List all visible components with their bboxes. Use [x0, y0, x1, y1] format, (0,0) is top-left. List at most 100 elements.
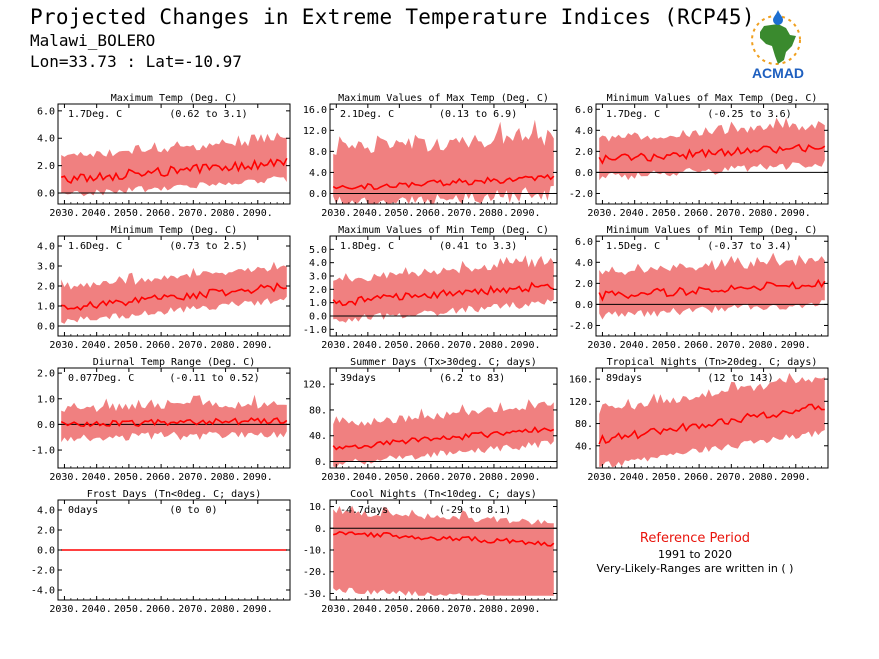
- median-line: [61, 282, 287, 311]
- x-tick-label: 2080.: [479, 208, 509, 219]
- location-name: Malawi_BOLERO: [30, 31, 156, 50]
- y-tick-label: 2.0: [37, 526, 55, 537]
- x-tick-label: 2060.: [684, 472, 714, 483]
- x-tick-label: 2080.: [479, 604, 509, 615]
- y-tick-label: 6.0: [575, 237, 593, 248]
- range-label: (-0.37 to 3.4): [707, 241, 791, 252]
- x-tick-label: 2080.: [749, 208, 779, 219]
- x-tick-label: 2090.: [510, 208, 540, 219]
- median-line: [598, 143, 826, 165]
- x-tick-label: 2040.: [82, 604, 112, 615]
- value-label: 0days: [68, 505, 98, 516]
- chart-title: Maximum Temp (Deg. C): [111, 93, 237, 104]
- africa-icon: [760, 24, 796, 64]
- y-tick-label: 1.0: [309, 298, 327, 309]
- x-tick-label: 2030.: [587, 472, 617, 483]
- value-label: 89days: [606, 373, 642, 384]
- chart-title: Diurnal Temp Range (Deg. C): [93, 357, 256, 368]
- y-tick-label: 4.0: [37, 242, 55, 253]
- value-label: 0.077Deg. C: [68, 373, 134, 384]
- range-band: [599, 252, 825, 320]
- x-tick-label: 2060.: [416, 340, 446, 351]
- x-tick-label: 2050.: [652, 208, 682, 219]
- x-tick-label: 2090.: [781, 340, 811, 351]
- y-tick-label: 6.0: [575, 105, 593, 116]
- x-tick-label: 2030.: [587, 340, 617, 351]
- x-tick-label: 2030.: [49, 340, 79, 351]
- x-tick-label: 2070.: [447, 604, 477, 615]
- x-tick-label: 2040.: [353, 472, 383, 483]
- chart-max-values-min-temp: 2030. 2040. 2050. 2060. 2070. 2080. 2090. -1.0 0…: [303, 225, 558, 351]
- y-tick-label: 0.0: [37, 420, 55, 431]
- y-tick-label: 4.0: [37, 506, 55, 517]
- range-label: (0.13 to 6.9): [439, 109, 517, 120]
- reference-title: Reference Period: [639, 531, 751, 546]
- x-tick-label: 2050.: [652, 340, 682, 351]
- y-tick-label: 0.0: [575, 300, 593, 311]
- x-tick-label: 2060.: [416, 604, 446, 615]
- y-tick-label: 8.0: [309, 147, 327, 158]
- range-label: (-0.25 to 3.6): [707, 109, 791, 120]
- x-tick-label: 2080.: [211, 208, 241, 219]
- x-tick-label: 2030.: [321, 604, 351, 615]
- y-tick-label: 4.0: [575, 126, 593, 137]
- x-tick-label: 2060.: [684, 340, 714, 351]
- x-tick-label: 2070.: [178, 340, 208, 351]
- y-tick-label: -2.0: [569, 189, 593, 200]
- y-tick-label: 2.0: [37, 282, 55, 293]
- y-tick-label: -2.0: [569, 321, 593, 332]
- chart-tropical-nights: 2030. 2040. 2050. 2060. 2070. 2080. 2090. 40. 80…: [569, 357, 829, 483]
- y-tick-label: -20.: [303, 567, 327, 578]
- range-band: [61, 394, 287, 443]
- x-tick-label: 2050.: [652, 472, 682, 483]
- y-tick-label: 12.0: [303, 126, 327, 137]
- y-tick-label: 2.0: [575, 147, 593, 158]
- chart-title: Summer Days (Tx>30deg. C; days): [350, 357, 537, 368]
- range-band: [61, 261, 287, 324]
- x-tick-label: 2070.: [178, 604, 208, 615]
- chart-minimum-temp: 2030. 2040. 2050. 2060. 2070. 2080. 2090. 0.0 1.…: [37, 225, 291, 351]
- x-tick-label: 2030.: [321, 472, 351, 483]
- x-tick-label: 2090.: [510, 472, 540, 483]
- x-tick-label: 2060.: [416, 472, 446, 483]
- median-line: [60, 417, 288, 428]
- chart-title: Minimum Values of Min Temp (Deg. C): [607, 225, 818, 236]
- x-tick-label: 2070.: [178, 208, 208, 219]
- y-tick-label: 0.0: [37, 546, 55, 557]
- x-tick-label: 2060.: [146, 340, 176, 351]
- x-tick-label: 2080.: [749, 340, 779, 351]
- x-tick-label: 2030.: [49, 604, 79, 615]
- chart-title: Maximum Values of Max Temp (Deg. C): [338, 93, 549, 104]
- x-tick-label: 2040.: [620, 340, 650, 351]
- y-tick-label: 3.0: [37, 262, 55, 273]
- y-tick-label: 80.: [575, 419, 593, 430]
- x-tick-label: 2050.: [114, 604, 144, 615]
- y-tick-label: -2.0: [31, 566, 55, 577]
- y-tick-label: -1.0: [31, 446, 55, 457]
- y-tick-label: 4.0: [575, 258, 593, 269]
- chart-diurnal-temp-range: 2030. 2040. 2050. 2060. 2070. 2080. 2090. -1.0 0…: [31, 357, 291, 483]
- value-label: 39days: [340, 373, 376, 384]
- x-tick-label: 2050.: [114, 472, 144, 483]
- x-tick-label: 2080.: [211, 340, 241, 351]
- y-tick-label: 0.: [315, 457, 327, 468]
- y-tick-label: 0.0: [309, 189, 327, 200]
- range-label: (-29 to 8.1): [439, 505, 511, 516]
- range-label: (0 to 0): [169, 505, 217, 516]
- y-tick-label: 2.0: [309, 285, 327, 296]
- value-label: 1.5Deg. C: [606, 241, 660, 252]
- x-tick-label: 2090.: [243, 604, 273, 615]
- median-line: [332, 281, 555, 307]
- x-tick-label: 2050.: [384, 340, 414, 351]
- median-line: [332, 173, 555, 191]
- y-tick-label: 40.: [575, 441, 593, 452]
- y-tick-label: 4.0: [309, 258, 327, 269]
- y-tick-label: 2.0: [575, 279, 593, 290]
- y-tick-label: 16.0: [303, 105, 327, 116]
- x-tick-label: 2070.: [447, 472, 477, 483]
- range-band: [333, 119, 554, 204]
- x-tick-label: 2030.: [321, 208, 351, 219]
- y-tick-label: -30.: [303, 589, 327, 600]
- x-tick-label: 2050.: [114, 340, 144, 351]
- chart-title: Minimum Temp (Deg. C): [111, 225, 237, 236]
